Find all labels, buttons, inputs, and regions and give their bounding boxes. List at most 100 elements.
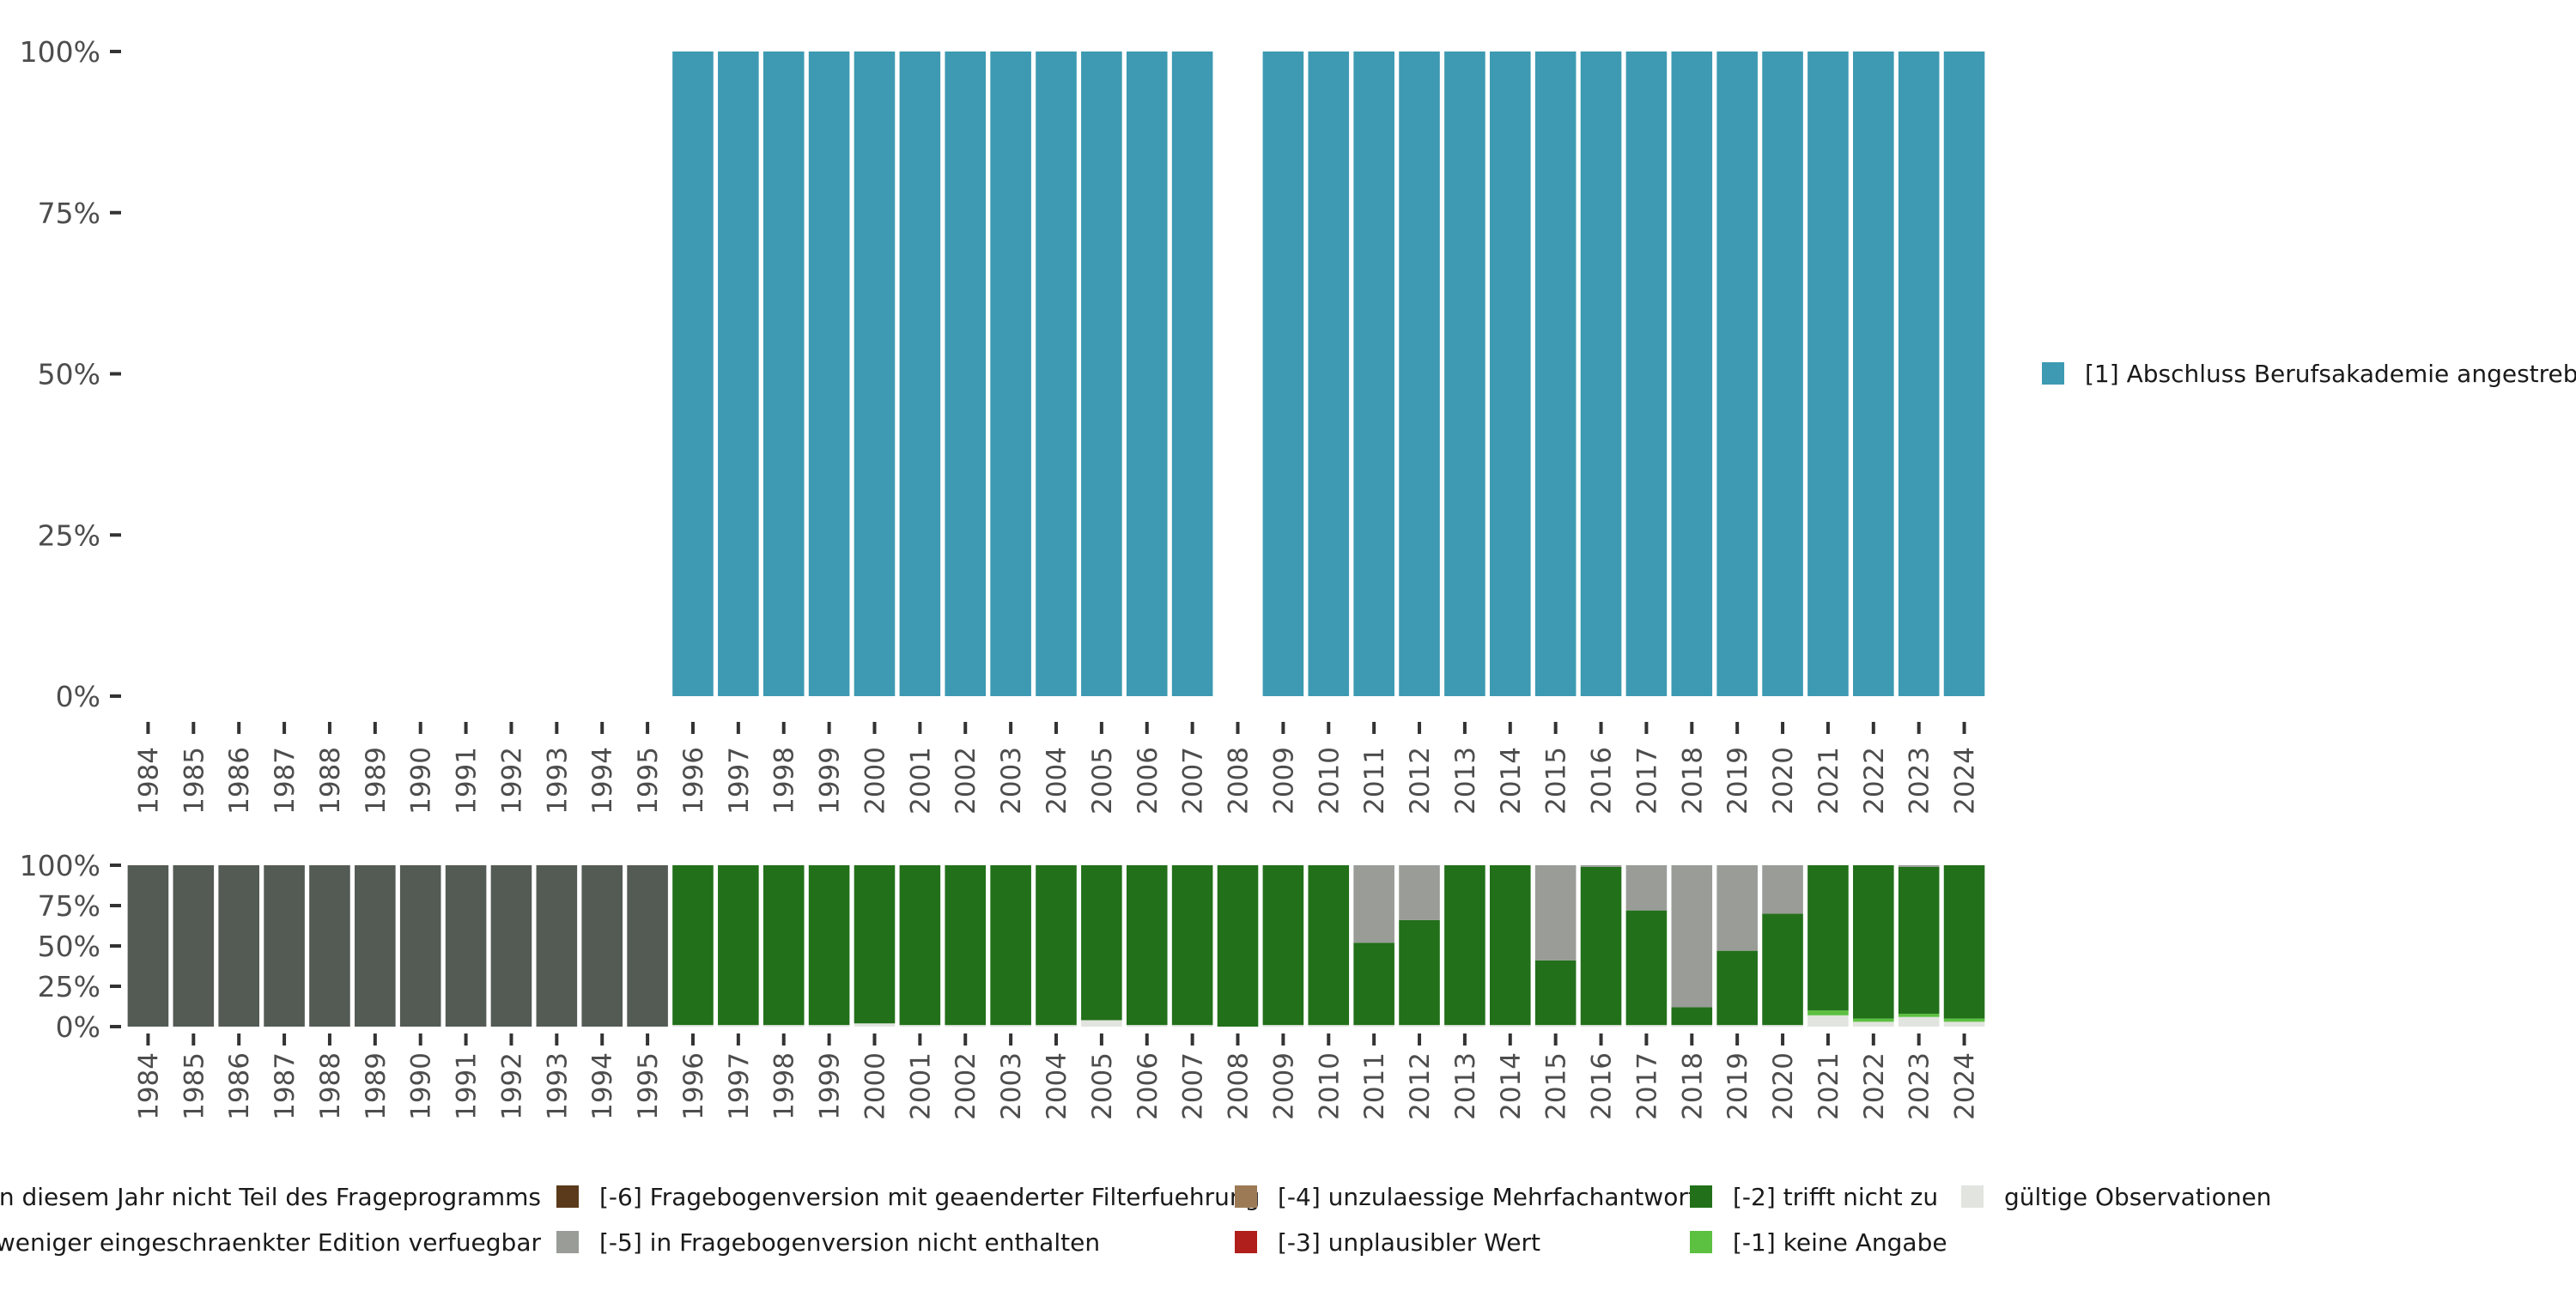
bottom-bar-2024	[1943, 865, 1985, 1019]
top-bar-2017	[1625, 52, 1668, 696]
top-bar-2010	[1308, 52, 1350, 696]
top-xtick-label: 1985	[179, 747, 210, 815]
bottom-xtick-label: 1991	[452, 1052, 483, 1120]
bottom-xtick-label: 2012	[1405, 1052, 1436, 1120]
top-xtick-label: 2014	[1496, 747, 1527, 815]
top-xtick-label: 2001	[905, 747, 936, 815]
bottom-xtick-label: 1985	[179, 1052, 210, 1120]
top-bar-2012	[1399, 52, 1440, 696]
bottom-xtick-label: 1990	[406, 1052, 437, 1120]
bottom-bar-1984	[127, 865, 169, 1027]
top-bar-2016	[1580, 52, 1622, 696]
top-xtick-label: 1998	[769, 747, 800, 815]
top-xtick-label: 1995	[633, 747, 664, 815]
top-xtick-label: 2020	[1768, 747, 1799, 815]
bottom-bar-2020	[1762, 1025, 1803, 1027]
top-bar-2011	[1353, 52, 1394, 696]
bottom-xtick-label: 1993	[542, 1052, 573, 1120]
bottom-bar-2022	[1853, 865, 1894, 1019]
bottom-bar-1993	[536, 865, 578, 1027]
top-xtick-label: 1993	[542, 747, 573, 815]
bottom-bar-1987	[264, 865, 305, 1027]
bottom-bar-2005	[1081, 865, 1122, 1021]
bottom-bar-2015	[1534, 865, 1577, 961]
bottom-xtick-label: 1997	[724, 1052, 755, 1120]
bottom-xtick-label: 1988	[315, 1052, 346, 1120]
top-bar-2022	[1853, 52, 1894, 696]
bottom-bar-2023	[1898, 865, 1940, 867]
bottom-bar-2013	[1444, 1025, 1485, 1027]
bottom-bar-2006	[1126, 865, 1168, 1026]
top-xtick-label: 1991	[452, 747, 483, 815]
top-xtick-label: 2024	[1950, 747, 1981, 815]
bottom-xtick-label: 1999	[815, 1052, 846, 1120]
legend-label-bottom: [-6] Fragebogenversion mit geaenderter F…	[599, 1183, 1260, 1211]
top-xtick-label: 2018	[1677, 747, 1708, 815]
bottom-xtick-label: 2007	[1178, 1052, 1209, 1120]
top-bar-2014	[1489, 52, 1531, 696]
top-bar-2003	[990, 52, 1031, 696]
bottom-bar-1989	[355, 865, 396, 1027]
top-bar-2019	[1716, 52, 1758, 696]
legend-label-bottom: [-5] in Fragebogenversion nicht enthalte…	[599, 1228, 1100, 1257]
bottom-bar-2013	[1444, 865, 1485, 1026]
top-bar-2007	[1171, 52, 1213, 696]
top-xtick-label: 2021	[1814, 747, 1844, 815]
bottom-bar-2015	[1534, 960, 1577, 1026]
bottom-bar-2005	[1081, 1020, 1122, 1027]
top-xtick-label: 2006	[1133, 747, 1163, 815]
bottom-bar-1995	[627, 865, 668, 1027]
top-xtick-label: 2002	[951, 747, 981, 815]
top-xtick-label: 1986	[224, 747, 255, 815]
bottom-xtick-label: 2023	[1905, 1052, 1935, 1120]
bottom-bar-2015	[1534, 1025, 1577, 1027]
bottom-bar-2010	[1308, 1025, 1350, 1027]
bottom-bar-2017	[1625, 1025, 1668, 1027]
legend-key-bottom	[1690, 1231, 1712, 1253]
bottom-bar-2021	[1807, 1010, 1849, 1015]
bottom-bar-2012	[1399, 865, 1440, 920]
bottom-bar-1988	[309, 865, 350, 1027]
top-xtick-label: 2003	[996, 747, 1027, 815]
top-bar-2020	[1762, 52, 1803, 696]
bottom-bar-1985	[173, 865, 215, 1027]
bottom-bar-2004	[1036, 1025, 1077, 1027]
bottom-bar-1998	[762, 865, 805, 1026]
top-xtick-label: 2012	[1405, 747, 1436, 815]
bottom-bar-1992	[490, 865, 532, 1027]
bottom-xtick-label: 2018	[1677, 1052, 1708, 1120]
bottom-xtick-label: 2013	[1450, 1052, 1481, 1120]
bottom-xtick-label: 1989	[361, 1052, 392, 1120]
bottom-xtick-label: 2006	[1133, 1052, 1163, 1120]
bottom-xtick-label: 2001	[905, 1052, 936, 1120]
bottom-bar-2007	[1171, 865, 1213, 1026]
bottom-bar-2023	[1898, 1016, 1940, 1027]
bottom-bar-2018	[1671, 1025, 1713, 1027]
bottom-bar-2017	[1625, 865, 1668, 911]
bottom-bar-2020	[1762, 913, 1803, 1026]
bottom-xtick-label: 2010	[1314, 1052, 1345, 1120]
bottom-xtick-label: 2011	[1359, 1052, 1390, 1120]
bottom-bar-2010	[1308, 865, 1350, 1026]
bottom-bar-2024	[1943, 1021, 1985, 1027]
top-bar-1998	[762, 52, 805, 696]
top-xtick-label: 2015	[1541, 747, 1572, 815]
top-xtick-label: 1994	[587, 747, 618, 815]
legend-key-bottom	[556, 1231, 579, 1253]
bottom-bar-2021	[1807, 865, 1849, 1011]
bottom-bar-2016	[1580, 865, 1622, 867]
bottom-bar-2020	[1762, 865, 1803, 914]
bottom-bar-2017	[1625, 910, 1668, 1026]
bottom-ytick-label: 25%	[38, 970, 100, 1003]
top-bar-2006	[1126, 52, 1168, 696]
legend-label-bottom: [-8] Frage in diesem Jahr nicht Teil des…	[0, 1183, 541, 1211]
top-xtick-label: 1992	[496, 747, 527, 815]
top-xtick-label: 2010	[1314, 747, 1345, 815]
bottom-bar-2021	[1807, 1015, 1849, 1027]
bottom-bar-2000	[854, 1023, 896, 1027]
bottom-xtick-label: 2008	[1224, 1052, 1255, 1120]
bottom-xtick-label: 2003	[996, 1052, 1027, 1120]
bottom-xtick-label: 2016	[1587, 1052, 1618, 1120]
bottom-bar-1990	[399, 865, 441, 1027]
bottom-bar-1996	[672, 865, 714, 1026]
